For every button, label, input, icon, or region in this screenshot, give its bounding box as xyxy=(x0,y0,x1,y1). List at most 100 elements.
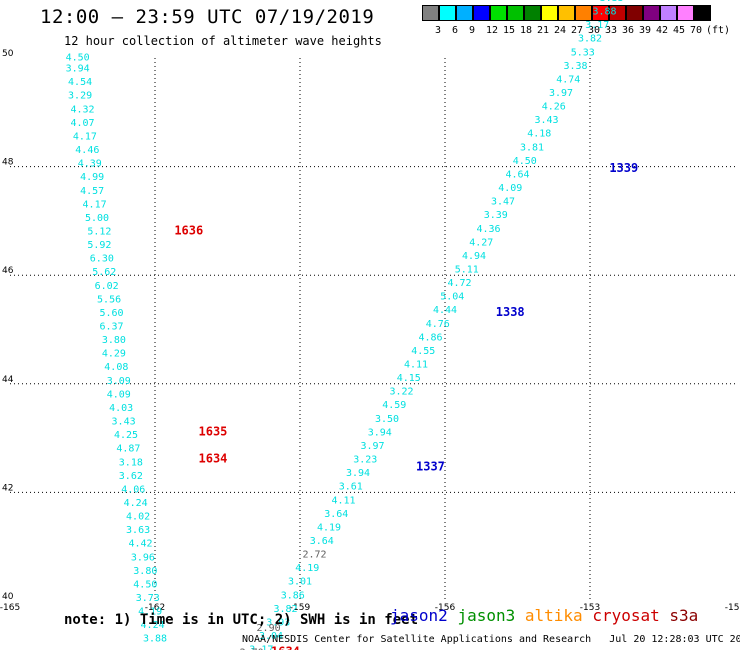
wave-height-point: 3.04 xyxy=(259,631,283,642)
wave-height-point: 3.64 xyxy=(324,509,348,520)
wave-height-point: 4.07 xyxy=(70,118,94,129)
satellite-jason3: jason3 xyxy=(457,606,525,625)
pass-labels: 16361635163416341336133713381339 xyxy=(174,161,638,650)
wave-height-point: 4.19 xyxy=(138,607,162,618)
wave-height-point: 5.00 xyxy=(85,213,109,224)
scale-unit: (ft) xyxy=(706,25,731,36)
wave-height-point: 4.99 xyxy=(80,172,104,183)
wave-height-point: 3.94 xyxy=(368,427,392,438)
scale-label: 33 xyxy=(605,25,618,36)
pass-number-label: 1338 xyxy=(496,305,525,319)
wave-height-point: 3.94 xyxy=(66,64,90,75)
wave-height-point: 3.82 xyxy=(578,34,602,45)
y-tick-label: 46 xyxy=(2,266,14,276)
wave-height-point: 3.96 xyxy=(131,552,155,563)
wave-height-point: 4.08 xyxy=(104,362,128,373)
wave-height-point: 3.35 xyxy=(600,0,624,4)
wave-height-point: 5.04 xyxy=(440,292,464,303)
scale-swatch xyxy=(541,5,558,21)
wave-height-point: 4.44 xyxy=(433,305,457,316)
wave-height-point: 4.42 xyxy=(128,539,152,550)
wave-height-point: 3.22 xyxy=(389,387,413,398)
wave-height-point: 3.88 xyxy=(143,634,167,645)
pass-number-label: 1339 xyxy=(609,161,638,175)
x-tick-label: -165 xyxy=(0,603,20,613)
wave-height-point: 4.74 xyxy=(556,74,580,85)
pass-number-label: 1634 xyxy=(199,452,228,466)
scale-swatch xyxy=(643,5,660,21)
chart-title: 12:00 – 23:59 UTC 07/19/2019 xyxy=(40,6,375,28)
x-tick-label: -153 xyxy=(580,603,600,613)
wave-height-point: 4.46 xyxy=(75,145,99,156)
x-tick-label: -150 xyxy=(725,603,740,613)
wave-height-point: 4.24 xyxy=(141,620,165,631)
wave-height-point: 3.86 xyxy=(281,590,305,601)
wave-height-point: 5.12 xyxy=(87,226,111,237)
wave-height-point: 3.17 xyxy=(249,645,273,650)
wave-height-point: 3.43 xyxy=(534,115,558,126)
y-tick-label: 40 xyxy=(2,592,14,602)
pass-number-label: 1634 xyxy=(271,644,300,650)
scale-swatch xyxy=(507,5,524,21)
wave-height-point: 3.97 xyxy=(549,88,573,99)
scale-swatch xyxy=(422,5,439,21)
satellite-jason2: jason2 xyxy=(390,606,458,625)
wave-height-point: 4.55 xyxy=(411,346,435,357)
chart-subtitle: 12 hour collection of altimeter wave hei… xyxy=(64,34,382,48)
wave-height-point: 3.01 xyxy=(288,577,312,588)
scale-swatch xyxy=(558,5,575,21)
y-tick-label: 44 xyxy=(2,375,14,385)
wave-height-point: 4.29 xyxy=(102,349,126,360)
scale-label: 30 xyxy=(588,25,601,36)
grid-lines xyxy=(10,58,735,601)
x-tick-label: -159 xyxy=(290,603,311,613)
scale-swatch xyxy=(575,5,592,21)
wave-height-point: 3.82 xyxy=(273,604,297,615)
wave-height-point: 2.72 xyxy=(302,550,326,561)
wave-height-point: 2.90 xyxy=(257,623,281,634)
wave-height-point: 4.50 xyxy=(513,156,537,167)
axis-ticks: -165 -162 -159 -156 -153 -150 40 42 44 46 48 50 xyxy=(0,49,740,613)
scale-label: 42 xyxy=(656,25,669,36)
wave-height-point: 4.18 xyxy=(527,129,551,140)
wave-height-point: 4.87 xyxy=(116,444,140,455)
wave-height-point: 4.54 xyxy=(68,77,92,88)
wave-height-point: 3.23 xyxy=(353,455,377,466)
wave-height-point: 3.47 xyxy=(491,197,515,208)
wave-height-point: 4.50 xyxy=(133,579,157,590)
scale-swatch xyxy=(456,5,473,21)
wave-height-point: 4.03 xyxy=(109,403,133,414)
scale-label: 24 xyxy=(554,25,567,36)
wave-height-point: 6.30 xyxy=(90,254,114,265)
pass-number-label: 1635 xyxy=(199,424,228,438)
wave-height-point: 4.15 xyxy=(397,373,421,384)
wave-height-point: 4.64 xyxy=(505,169,529,180)
wave-height-point: 4.09 xyxy=(498,183,522,194)
scale-label: 18 xyxy=(520,25,533,36)
wave-height-point: 4.39 xyxy=(78,159,102,170)
wave-height-point: 4.19 xyxy=(295,563,319,574)
wave-height-point: 4.11 xyxy=(331,495,355,506)
wave-height-point: 6.02 xyxy=(95,281,119,292)
x-tick-label: -156 xyxy=(435,603,456,613)
scale-label: 21 xyxy=(537,25,550,36)
scale-label: 6 xyxy=(452,25,459,36)
wave-height-point: 3.81 xyxy=(520,142,544,153)
wave-height-point: 5.60 xyxy=(99,308,123,319)
y-tick-label: 50 xyxy=(2,49,14,59)
wave-height-point: 4.27 xyxy=(469,237,493,248)
scale-label: 45 xyxy=(673,25,686,36)
wave-height-point: 3.18 xyxy=(119,457,143,468)
wave-height-point: 3.80 xyxy=(133,566,157,577)
wave-height-point: 4.76 xyxy=(426,319,450,330)
pass-number-label: 1636 xyxy=(174,223,203,237)
wave-height-point: 5.11 xyxy=(455,264,479,275)
wave-height-point: 5.62 xyxy=(92,267,116,278)
scale-swatch xyxy=(439,5,456,21)
wave-height-point: 5.33 xyxy=(571,47,595,58)
wave-height-point: 5.92 xyxy=(87,240,111,251)
satellite-s3a: s3a xyxy=(669,606,699,625)
scale-swatch xyxy=(609,5,626,21)
scale-swatch xyxy=(524,5,541,21)
